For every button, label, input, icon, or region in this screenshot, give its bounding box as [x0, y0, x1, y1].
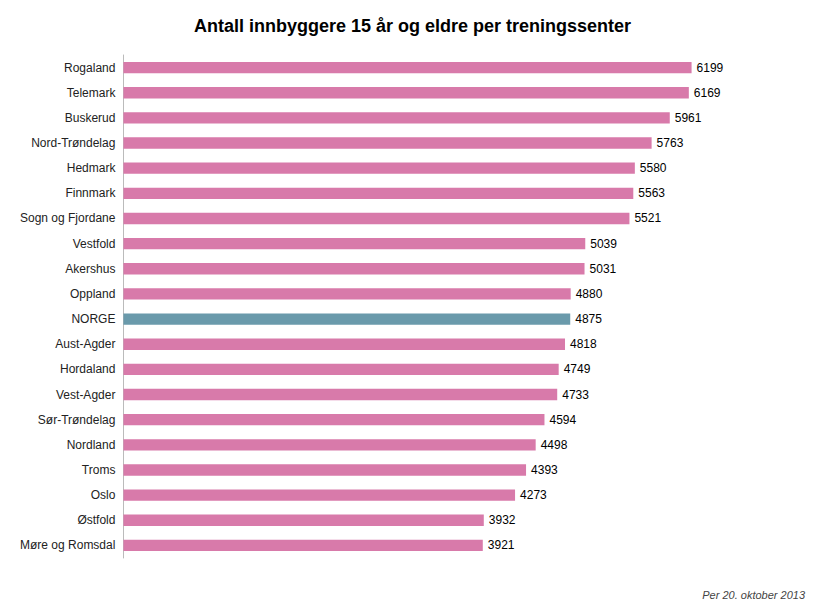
- svg-text:4880: 4880: [576, 287, 603, 301]
- svg-text:Vest-Agder: Vest-Agder: [56, 388, 115, 402]
- svg-text:NORGE: NORGE: [71, 312, 115, 326]
- svg-text:5961: 5961: [675, 111, 702, 125]
- svg-text:Antall innbyggere 15 år og eld: Antall innbyggere 15 år og eldre per tre…: [194, 16, 631, 36]
- svg-text:Telemark: Telemark: [67, 86, 117, 100]
- svg-text:6199: 6199: [697, 61, 724, 75]
- svg-text:Oppland: Oppland: [70, 287, 115, 301]
- svg-text:Møre og Romsdal: Møre og Romsdal: [20, 538, 115, 552]
- svg-text:5580: 5580: [640, 161, 667, 175]
- svg-text:Rogaland: Rogaland: [64, 61, 115, 75]
- svg-text:Nordland: Nordland: [67, 438, 116, 452]
- svg-text:Aust-Agder: Aust-Agder: [55, 337, 115, 351]
- svg-text:Hedmark: Hedmark: [67, 161, 117, 175]
- svg-text:Vestfold: Vestfold: [73, 237, 116, 251]
- svg-text:Hordaland: Hordaland: [60, 362, 115, 376]
- svg-text:3932: 3932: [489, 513, 516, 527]
- svg-text:4818: 4818: [570, 337, 597, 351]
- svg-text:Oslo: Oslo: [91, 488, 116, 502]
- svg-text:Nord-Trøndelag: Nord-Trøndelag: [31, 136, 115, 150]
- svg-text:5563: 5563: [638, 186, 665, 200]
- svg-text:Akershus: Akershus: [65, 262, 115, 276]
- svg-text:4273: 4273: [520, 488, 547, 502]
- svg-text:5521: 5521: [634, 211, 661, 225]
- svg-text:5031: 5031: [590, 262, 617, 276]
- svg-text:4875: 4875: [575, 312, 602, 326]
- svg-text:4749: 4749: [564, 362, 591, 376]
- svg-text:5039: 5039: [590, 237, 617, 251]
- svg-text:Finnmark: Finnmark: [65, 186, 116, 200]
- svg-text:5763: 5763: [657, 136, 684, 150]
- svg-text:Østfold: Østfold: [77, 513, 115, 527]
- svg-text:4594: 4594: [549, 413, 576, 427]
- svg-text:Buskerud: Buskerud: [65, 111, 116, 125]
- svg-text:Per 20. oktober 2013: Per 20. oktober 2013: [702, 589, 806, 601]
- svg-text:6169: 6169: [694, 86, 721, 100]
- svg-text:4733: 4733: [562, 388, 589, 402]
- svg-text:Sogn og Fjordane: Sogn og Fjordane: [20, 211, 116, 225]
- svg-text:Troms: Troms: [82, 463, 116, 477]
- svg-text:Sør-Trøndelag: Sør-Trøndelag: [38, 413, 116, 427]
- svg-text:4393: 4393: [531, 463, 558, 477]
- svg-text:4498: 4498: [541, 438, 568, 452]
- svg-text:3921: 3921: [488, 538, 515, 552]
